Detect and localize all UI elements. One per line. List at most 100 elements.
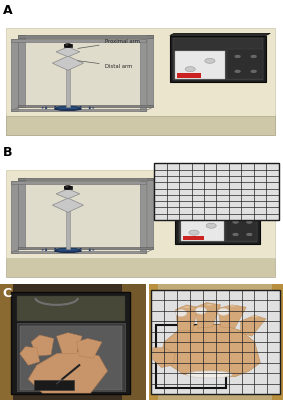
Polygon shape <box>31 335 54 356</box>
Polygon shape <box>175 305 198 330</box>
Polygon shape <box>153 348 175 368</box>
Polygon shape <box>241 315 266 336</box>
Bar <box>6 28 275 116</box>
Polygon shape <box>57 333 82 354</box>
Bar <box>179 207 257 242</box>
Ellipse shape <box>92 107 94 108</box>
Ellipse shape <box>45 249 47 250</box>
Bar <box>151 290 280 394</box>
Bar <box>11 292 130 394</box>
Ellipse shape <box>80 106 82 107</box>
Polygon shape <box>76 338 102 358</box>
Polygon shape <box>175 202 265 204</box>
Bar <box>147 36 153 107</box>
Ellipse shape <box>45 108 47 109</box>
Bar <box>6 116 275 135</box>
Bar <box>18 178 153 249</box>
Circle shape <box>64 186 72 189</box>
Bar <box>34 380 74 390</box>
Circle shape <box>206 223 216 228</box>
Bar <box>6 258 275 277</box>
Ellipse shape <box>92 249 94 250</box>
Circle shape <box>235 70 241 73</box>
Bar <box>11 109 146 111</box>
Circle shape <box>64 44 72 47</box>
Bar <box>183 236 204 240</box>
Ellipse shape <box>54 106 56 107</box>
Polygon shape <box>218 305 246 328</box>
Circle shape <box>235 55 241 58</box>
Ellipse shape <box>187 371 232 378</box>
Bar <box>181 218 224 241</box>
Ellipse shape <box>45 107 47 108</box>
Bar <box>17 324 125 391</box>
Text: B: B <box>3 146 12 159</box>
Circle shape <box>251 55 256 58</box>
Ellipse shape <box>89 107 91 108</box>
Bar <box>140 39 146 111</box>
Bar <box>11 39 146 42</box>
Bar <box>11 39 18 111</box>
Circle shape <box>66 44 68 46</box>
Bar <box>17 296 125 321</box>
Ellipse shape <box>89 108 91 109</box>
Bar <box>11 251 146 253</box>
Ellipse shape <box>195 307 207 314</box>
Bar <box>149 284 158 400</box>
Ellipse shape <box>67 109 69 110</box>
Polygon shape <box>161 325 260 377</box>
Bar <box>122 284 146 400</box>
Ellipse shape <box>54 109 56 110</box>
Polygon shape <box>28 351 108 393</box>
Polygon shape <box>195 302 221 328</box>
Bar <box>20 326 122 390</box>
Bar <box>226 216 257 241</box>
Ellipse shape <box>89 249 91 250</box>
Polygon shape <box>56 189 80 199</box>
Ellipse shape <box>80 109 82 110</box>
Text: Proximal arm: Proximal arm <box>78 39 140 48</box>
Polygon shape <box>6 114 275 135</box>
Bar <box>6 170 275 258</box>
Bar <box>18 36 153 38</box>
Ellipse shape <box>175 310 187 316</box>
Circle shape <box>251 70 256 73</box>
Bar <box>18 36 153 107</box>
Ellipse shape <box>55 107 81 110</box>
Bar <box>175 204 260 244</box>
Bar <box>156 325 226 388</box>
Polygon shape <box>170 33 270 36</box>
Polygon shape <box>52 198 83 212</box>
Polygon shape <box>56 47 80 57</box>
Polygon shape <box>52 56 83 70</box>
Bar <box>170 36 266 82</box>
Circle shape <box>233 221 238 224</box>
Ellipse shape <box>67 251 69 252</box>
Ellipse shape <box>55 249 81 252</box>
Ellipse shape <box>54 251 56 252</box>
Circle shape <box>233 233 238 236</box>
Ellipse shape <box>42 107 44 108</box>
Bar <box>66 210 70 249</box>
Polygon shape <box>20 347 40 365</box>
Ellipse shape <box>80 248 82 249</box>
Circle shape <box>185 66 195 72</box>
Bar <box>154 163 279 220</box>
Bar <box>0 284 13 400</box>
Ellipse shape <box>67 248 69 249</box>
Circle shape <box>189 230 199 235</box>
Bar <box>0 284 146 400</box>
Bar <box>18 247 153 249</box>
Ellipse shape <box>45 250 47 251</box>
Ellipse shape <box>183 306 190 308</box>
Bar <box>64 186 72 189</box>
Bar <box>140 181 146 253</box>
Ellipse shape <box>89 250 91 251</box>
Bar <box>272 284 283 400</box>
Text: A: A <box>3 4 12 17</box>
Bar <box>173 38 263 80</box>
Text: C: C <box>3 288 12 300</box>
Bar <box>18 178 25 249</box>
Bar <box>18 36 25 107</box>
Circle shape <box>205 58 215 63</box>
